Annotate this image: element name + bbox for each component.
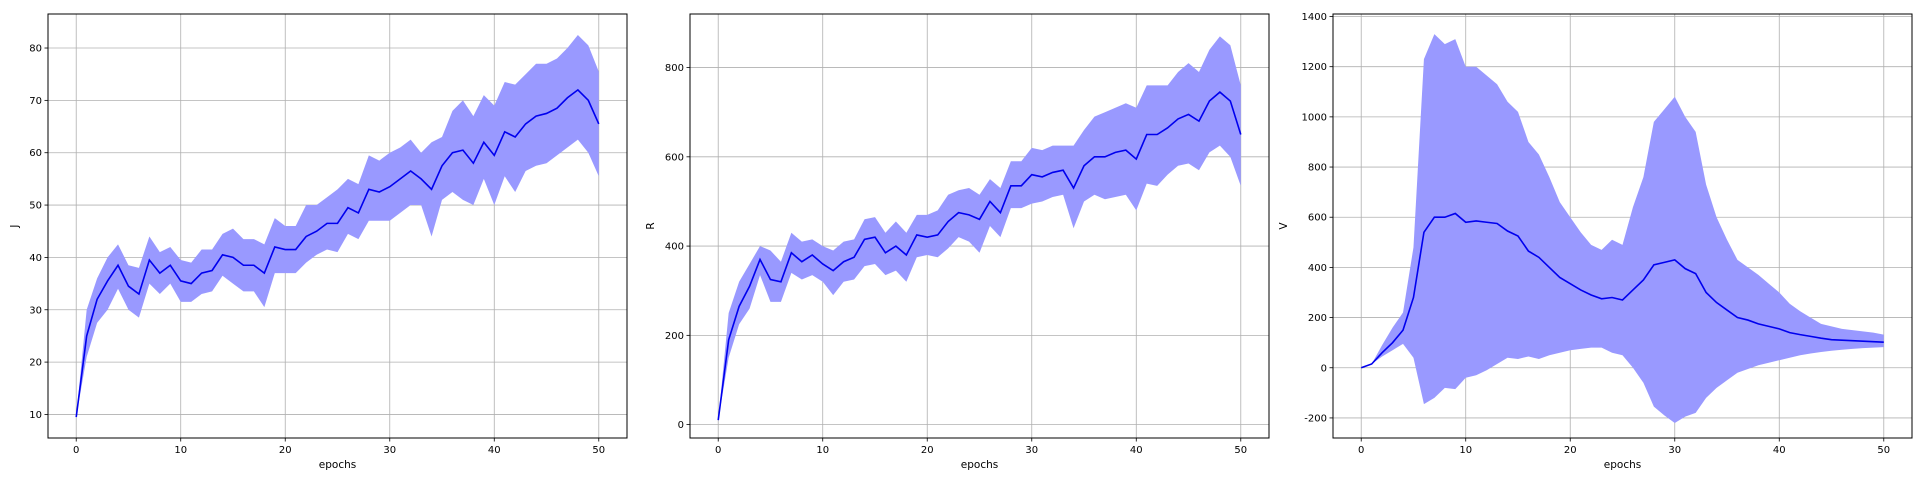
y-tick-label: 600	[1308, 213, 1327, 224]
y-tick-label: 800	[665, 63, 684, 74]
y-tick-label: 600	[665, 152, 684, 163]
x-tick-label: 30	[1668, 445, 1681, 456]
y-tick-label: 1200	[1302, 62, 1327, 73]
mean-line	[717, 91, 1242, 421]
x-tick-label: 10	[1459, 445, 1472, 456]
x-tick-label: 20	[279, 445, 292, 456]
y-tick-label: 1000	[1302, 112, 1327, 123]
std-band	[76, 34, 599, 418]
x-tick-label: 0	[73, 445, 79, 456]
y-tick-label: 10	[29, 410, 42, 421]
subplot-V: 0 10 20 30 40 50 -200 0 200 400 600 800 1000 1200 1400…	[1278, 12, 1913, 471]
x-axis-label: epochs	[1604, 459, 1641, 471]
x-tick-label: 30	[1025, 445, 1038, 456]
y-tick-label: 200	[665, 331, 684, 342]
y-tick-label: 800	[1308, 163, 1327, 174]
y-axis-label: J	[9, 224, 21, 228]
x-tick-label: 10	[174, 445, 187, 456]
y-tick-label: 70	[29, 96, 42, 107]
std-band	[718, 36, 1241, 421]
x-tick-label: 0	[715, 445, 721, 456]
x-tick-label: 50	[592, 445, 605, 456]
axes-frame	[47, 13, 628, 439]
x-tick-label: 50	[1877, 445, 1890, 456]
y-tick-label: 50	[29, 201, 42, 212]
y-tick-label: 80	[29, 44, 42, 55]
y-axis-label: V	[1278, 222, 1290, 230]
subplot-J: 0 10 20 30 40 50 10 20 30 40 50 60 70 80 epochs J	[9, 13, 628, 471]
x-tick-label: 10	[816, 445, 829, 456]
x-tick-label: 20	[921, 445, 934, 456]
y-tick-label: 40	[29, 253, 42, 264]
x-tick-label: 40	[1773, 445, 1786, 456]
x-axis-label: epochs	[319, 459, 356, 471]
x-tick-label: 20	[1564, 445, 1577, 456]
y-tick-label: -200	[1304, 413, 1327, 424]
x-axis-label: epochs	[961, 459, 998, 471]
y-tick-label: 0	[678, 420, 684, 431]
y-tick-label: 1400	[1302, 12, 1327, 23]
x-tick-label: 40	[488, 445, 501, 456]
std-band	[1361, 34, 1884, 423]
y-tick-label: 30	[29, 305, 42, 316]
y-tick-label: 200	[1308, 313, 1327, 324]
y-tick-label: 400	[1308, 263, 1327, 274]
y-tick-label: 60	[29, 148, 42, 159]
x-tick-label: 0	[1358, 445, 1364, 456]
axes-frame	[1332, 13, 1913, 439]
subplot-R: 0 10 20 30 40 50 0 200 400 600 800 epochs R	[645, 13, 1270, 471]
y-tick-label: 20	[29, 358, 42, 369]
axes-frame	[689, 13, 1270, 439]
y-axis-label: R	[645, 222, 657, 229]
x-tick-label: 40	[1130, 445, 1143, 456]
mean-line	[75, 88, 600, 418]
x-tick-label: 50	[1234, 445, 1247, 456]
y-tick-label: 0	[1321, 363, 1327, 374]
mean-line	[1360, 212, 1884, 369]
x-tick-label: 30	[383, 445, 396, 456]
y-tick-label: 400	[665, 242, 684, 253]
